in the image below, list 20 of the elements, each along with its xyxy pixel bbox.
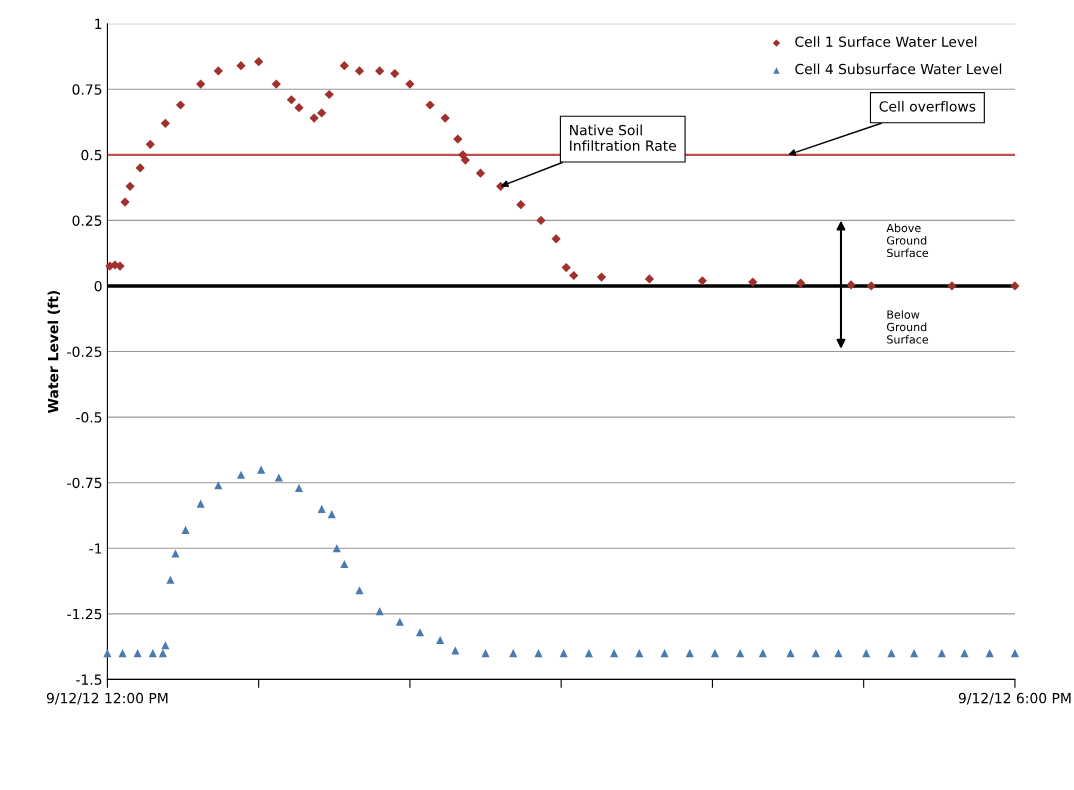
legend-label: Cell 1 Surface Water Level bbox=[795, 36, 977, 47]
y-tick-label: -0.5 bbox=[76, 412, 102, 423]
annotation: Below Ground Surface bbox=[886, 310, 929, 344]
y-tick-label: -0.25 bbox=[67, 346, 102, 358]
annotation: Native Soil Infiltration Rate bbox=[570, 124, 677, 151]
x-tick-label: 9/12/12 12:00 PM bbox=[46, 692, 168, 705]
y-tick-label: -1.25 bbox=[67, 608, 102, 620]
y-tick-label: 0.75 bbox=[72, 84, 102, 95]
y-tick-label: -1 bbox=[89, 543, 102, 554]
y-tick-label: -1.5 bbox=[76, 674, 102, 685]
y-tick-label: 1 bbox=[95, 18, 102, 29]
y-axis-title: Water Level (ft) bbox=[47, 290, 60, 413]
annotation: Cell overflows bbox=[879, 100, 976, 112]
annotation: Above Ground Surface bbox=[886, 223, 929, 258]
x-tick-label: 9/12/12 6:00 PM bbox=[958, 692, 1071, 705]
legend-label: Cell 4 Subsurface Water Level bbox=[795, 63, 1002, 75]
y-tick-label: -0.75 bbox=[67, 477, 102, 489]
y-tick-label: 0.5 bbox=[81, 149, 102, 161]
y-tick-label: 0 bbox=[94, 280, 102, 292]
y-tick-label: 0.25 bbox=[72, 215, 102, 226]
